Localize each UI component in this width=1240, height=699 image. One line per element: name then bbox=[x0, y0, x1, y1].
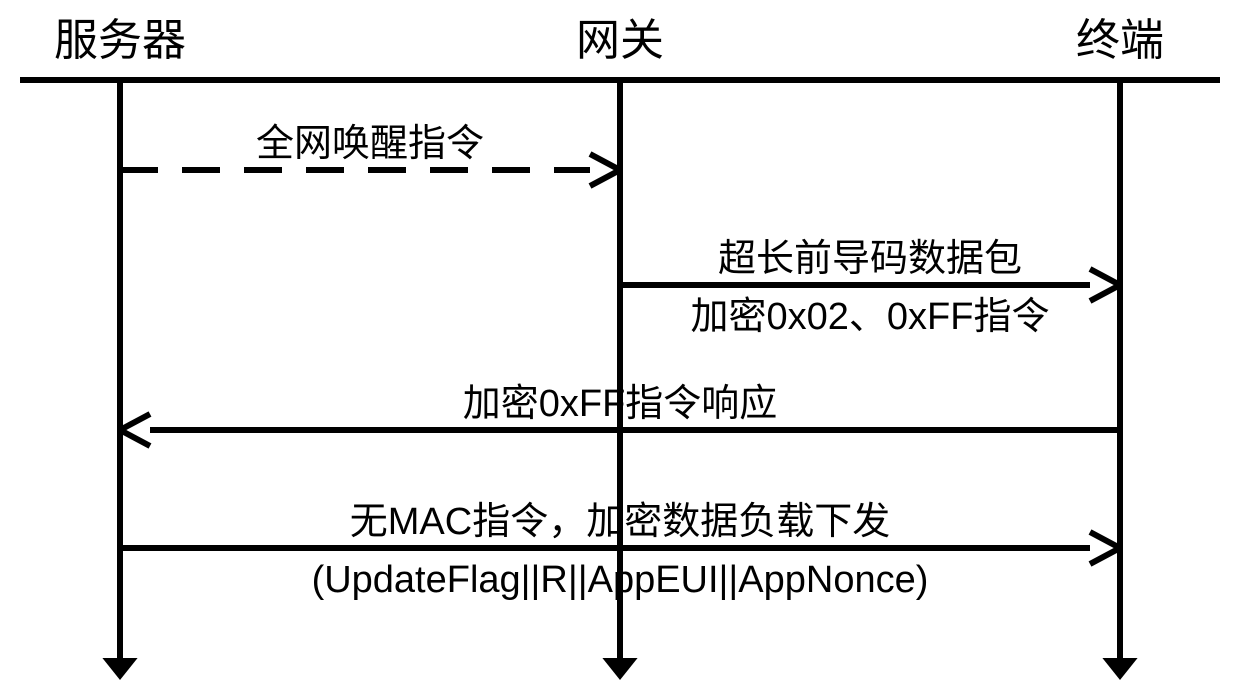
message-label-above-m4-0: 无MAC指令，加密数据负载下发 bbox=[350, 501, 890, 543]
message-label-above-m1-0: 全网唤醒指令 bbox=[256, 123, 484, 165]
message-label-above-m3-0: 加密0xFF指令响应 bbox=[463, 383, 778, 425]
lifeline-label-terminal: 终端 bbox=[1076, 16, 1164, 65]
message-label-above-m2-0: 超长前导码数据包 bbox=[718, 238, 1022, 280]
lifeline-label-gateway: 网关 bbox=[576, 16, 664, 65]
message-label-below-m2-0: 加密0x02、0xFF指令 bbox=[691, 296, 1050, 338]
message-label-below-m4-0: (UpdateFlag||R||AppEUI||AppNonce) bbox=[312, 559, 929, 601]
lifeline-label-server: 服务器 bbox=[54, 16, 186, 65]
